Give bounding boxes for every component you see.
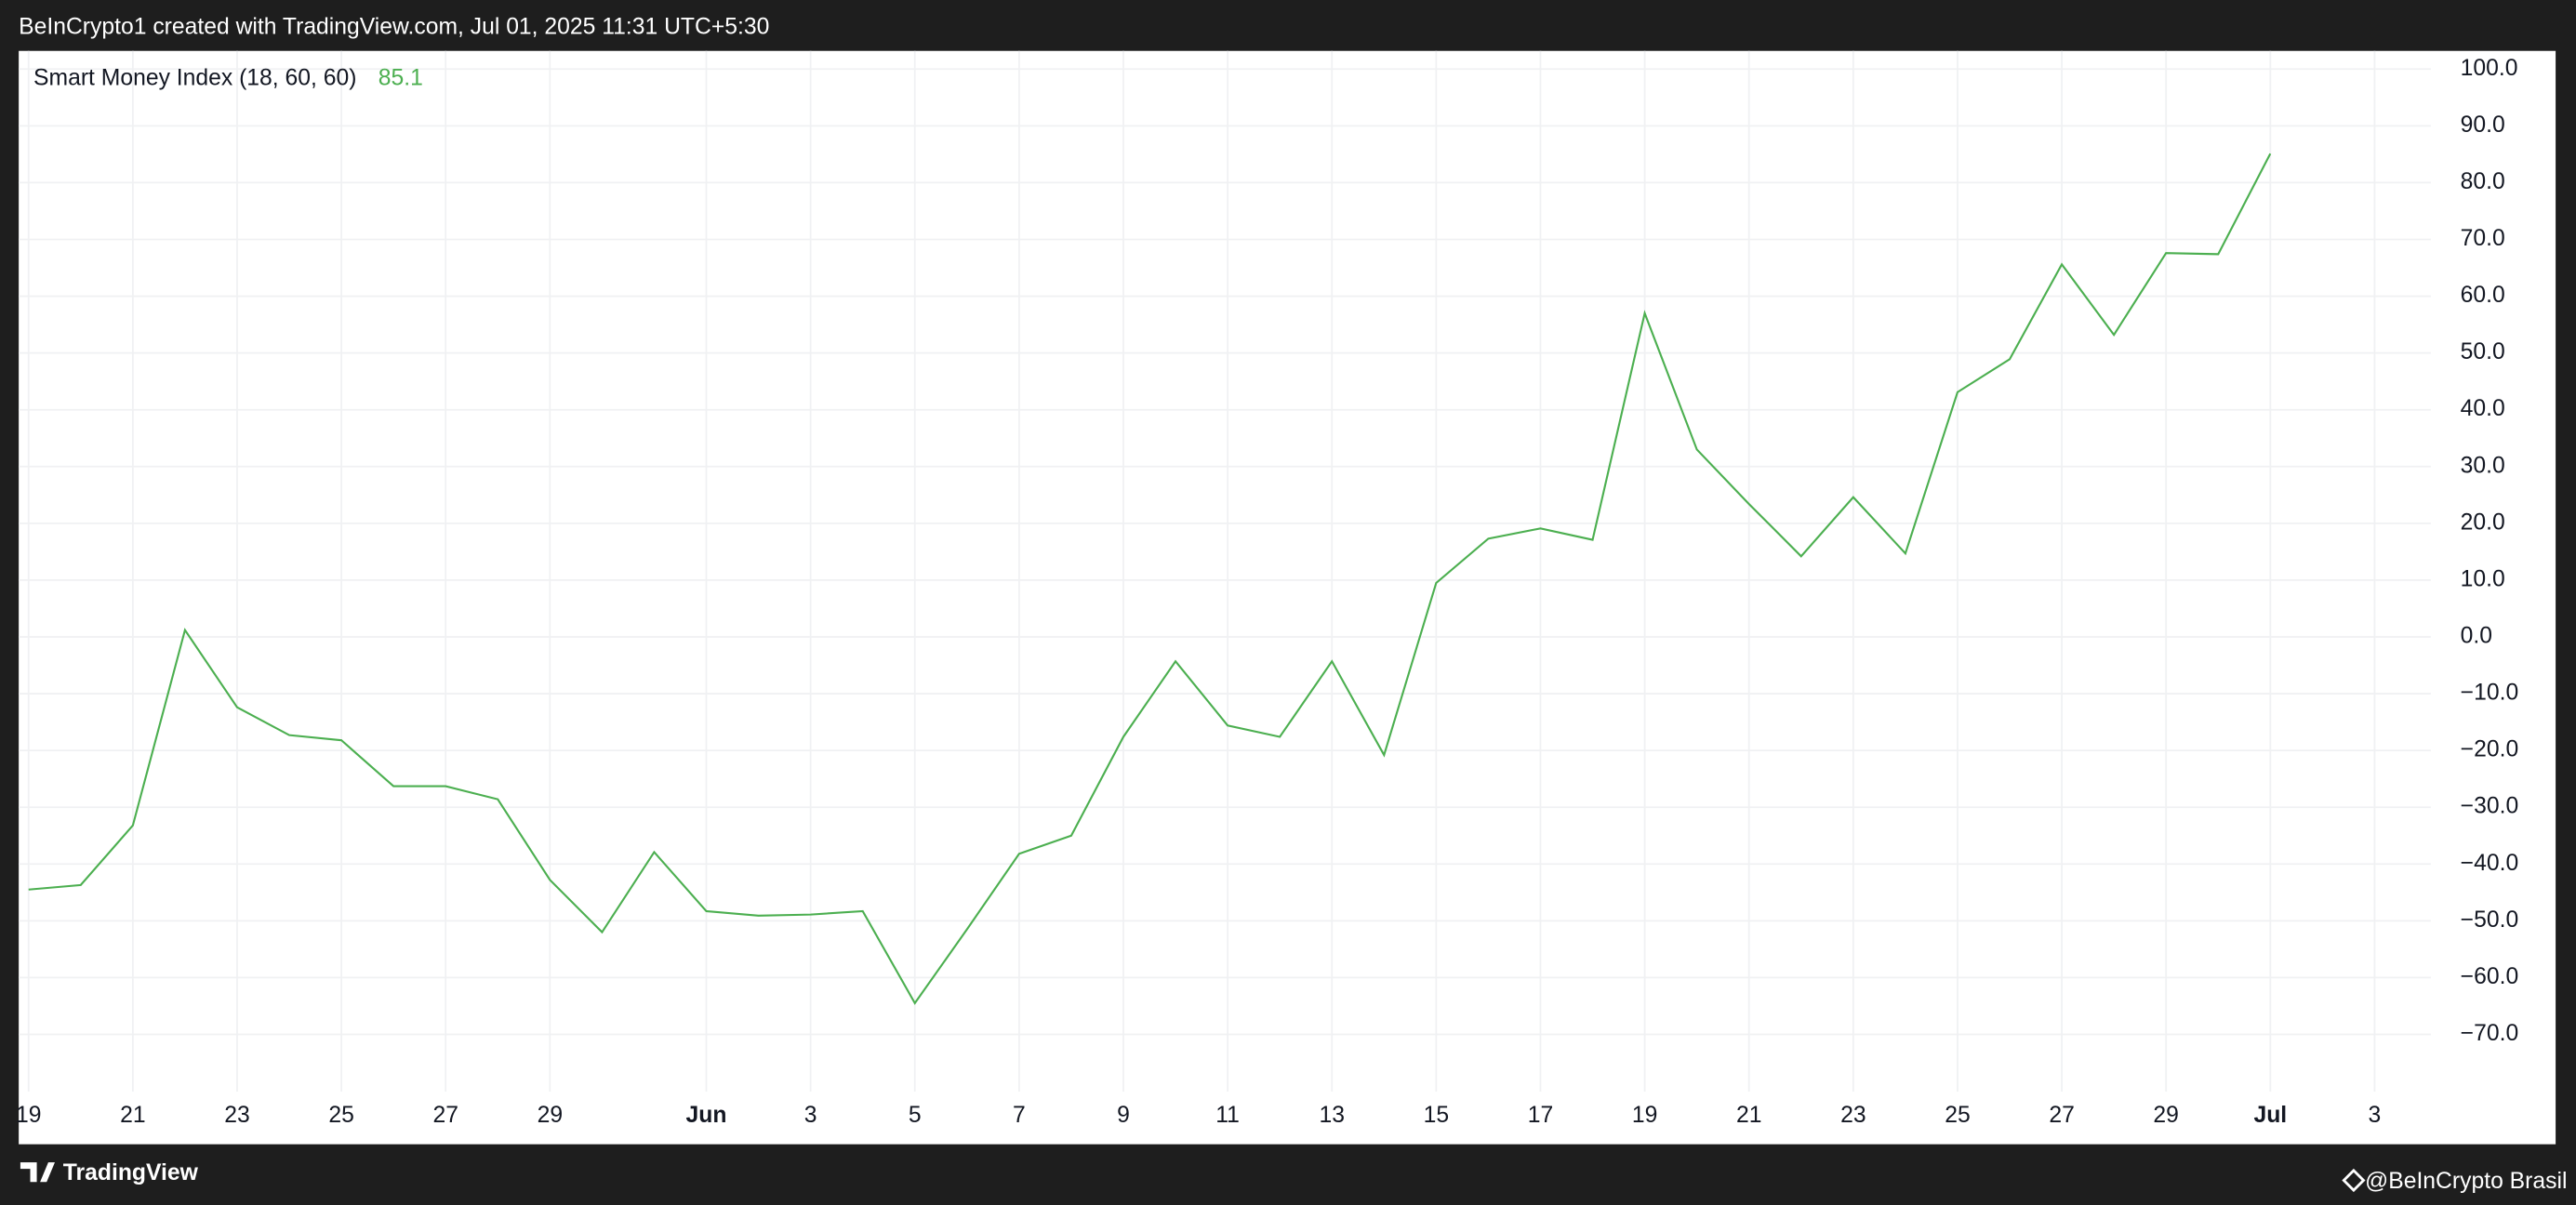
x-tick-label: 23 [1840,1103,1866,1128]
chart-panel [19,50,2556,1145]
footer-credit: @BeInCrypto Brasil [2365,1169,2567,1194]
data-line [28,152,2272,1005]
footer-icon [2342,1168,2366,1193]
x-tick-label: 15 [1424,1103,1449,1128]
legend-value: 85.1 [378,65,423,90]
x-tick-label: 17 [1528,1103,1553,1128]
x-tick-label: 19 [16,1103,41,1128]
y-tick-label: 40.0 [2461,396,2505,421]
x-tick-label: Jun [686,1103,727,1128]
y-tick-label: 50.0 [2461,339,2505,364]
y-tick-label: 90.0 [2461,113,2505,138]
x-tick-label: 27 [2049,1103,2074,1128]
x-tick-label: 13 [1319,1103,1344,1128]
x-tick-label: 7 [1013,1103,1026,1128]
y-tick-label: −40.0 [2461,851,2519,876]
x-tick-label: 11 [1215,1103,1240,1128]
y-tick-label: −50.0 [2461,907,2519,933]
y-tick-label: 60.0 [2461,283,2505,308]
y-tick-label: −60.0 [2461,964,2519,989]
x-tick-label: 25 [1945,1103,1970,1128]
plot [28,152,2272,1005]
x-tick-label: 27 [432,1103,458,1128]
y-tick-label: 0.0 [2461,624,2492,649]
x-tick-label: 21 [120,1103,145,1128]
y-tick-label: 70.0 [2461,226,2505,251]
footer-brand: TradingView [63,1160,199,1185]
y-tick-label: −70.0 [2461,1021,2519,1046]
y-tick-label: 10.0 [2461,566,2505,591]
tradingview-logo [20,1162,55,1183]
x-tick-label: 3 [2369,1103,2382,1128]
x-tick-label: 3 [804,1103,817,1128]
x-tick-label: 19 [1632,1103,1657,1128]
grid [19,50,2431,1092]
y-tick-label: 20.0 [2461,510,2505,535]
x-tick-label: 29 [538,1103,563,1128]
x-tick-label: 5 [909,1103,922,1128]
header-caption: BeInCrypto1 created with TradingView.com… [19,15,769,40]
y-tick-label: 100.0 [2461,56,2518,81]
y-tick-label: 80.0 [2461,169,2505,194]
x-tick-label: 21 [1736,1103,1761,1128]
x-tick-label: 9 [1117,1103,1130,1128]
x-tick-label: 29 [2153,1103,2178,1128]
legend-name: Smart Money Index (18, 60, 60) [33,65,356,90]
y-tick-label: −10.0 [2461,681,2519,706]
labels: 100.090.080.070.060.050.040.030.020.010.… [16,56,2518,1128]
x-tick-label: Jul [2253,1103,2287,1128]
y-tick-label: −30.0 [2461,794,2519,819]
y-tick-label: −20.0 [2461,737,2519,762]
x-tick-label: 23 [224,1103,249,1128]
y-tick-label: 30.0 [2461,453,2505,478]
x-tick-label: 25 [328,1103,353,1128]
